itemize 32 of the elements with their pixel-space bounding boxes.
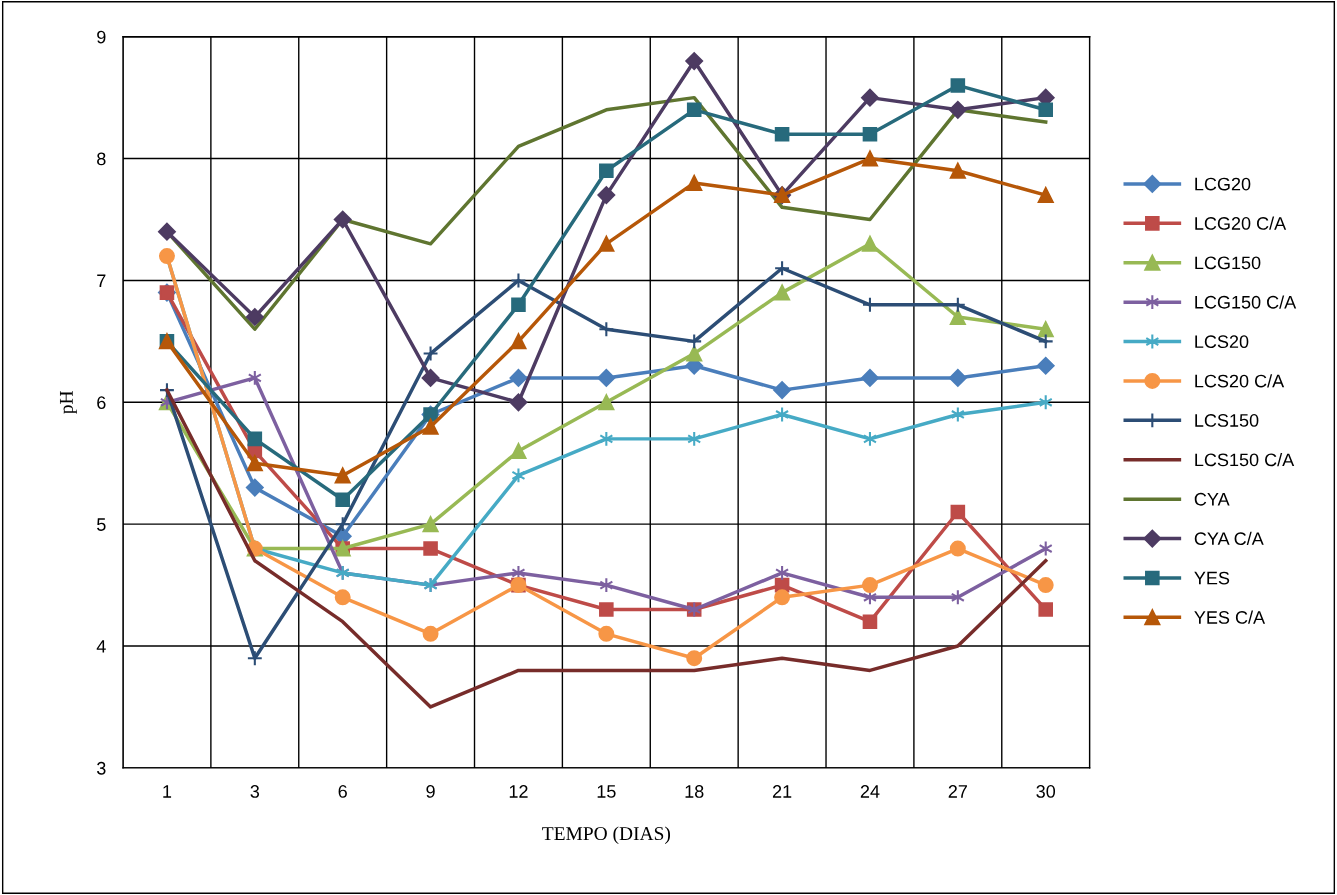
legend-label: CYA C/A: [1194, 531, 1264, 546]
y-tick-label: 6: [97, 396, 106, 410]
x-tick-label: 27: [948, 785, 967, 798]
x-tick-label: 24: [860, 785, 880, 798]
y-tick-label: 5: [97, 518, 106, 531]
y-tick-label: 9: [97, 30, 106, 44]
legend-label: LCS20 C/A: [1195, 374, 1285, 388]
x-tick-label: 12: [509, 785, 528, 798]
legend-label: LCG20 C/A: [1195, 216, 1287, 230]
legend-label: YES C/A: [1194, 610, 1266, 624]
x-tick-label: 21: [772, 785, 792, 798]
x-tick-label: 1: [163, 785, 172, 798]
y-tick-label: 7: [97, 274, 106, 287]
legend-label: CYA: [1194, 492, 1230, 506]
y-tick-label: 8: [97, 152, 106, 166]
x-tick-label: 3: [250, 785, 260, 798]
x-tick-label: 9: [426, 785, 435, 798]
legend-label: YES: [1194, 571, 1230, 585]
x-axis-title: TEMPO (DIAS): [542, 826, 671, 845]
x-tick-label: 6: [338, 785, 347, 798]
legend-label: LCG20: [1195, 177, 1251, 191]
legend-label: LCS150: [1195, 414, 1259, 427]
legend-label: LCG150: [1195, 256, 1261, 270]
x-tick-label: 15: [597, 785, 616, 798]
legend-label: LCS20: [1195, 335, 1249, 349]
legend-label: LCS150 C/A: [1195, 452, 1295, 467]
x-tick-label: 18: [685, 785, 704, 798]
y-axis-title: pH: [59, 390, 77, 414]
y-tick-label: 4: [96, 640, 106, 653]
legend-label: LCG150 C/A: [1195, 295, 1297, 309]
x-tick-label: 30: [1036, 785, 1056, 798]
y-tick-label: 3: [96, 761, 106, 775]
